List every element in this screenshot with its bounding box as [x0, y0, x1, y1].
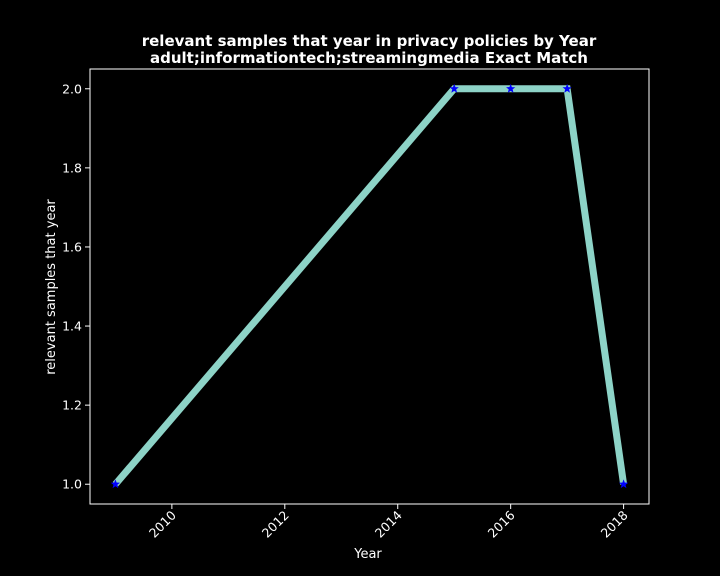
- x-tick-label: 2014: [372, 507, 405, 540]
- plot-area: [89, 68, 650, 505]
- x-axis: 2010 2012 2014 2016 2018: [146, 504, 631, 541]
- x-tick-label: 2018: [598, 507, 631, 540]
- data-point-star: [562, 83, 572, 93]
- series-layer: [110, 83, 629, 489]
- y-axis-label: relevant samples that year: [44, 199, 59, 375]
- data-point-star: [110, 479, 121, 489]
- x-tick-label: 2012: [259, 508, 292, 541]
- y-tick-label: 1.4: [62, 319, 82, 334]
- y-axis: 1.0 1.2 1.4 1.6 1.8 2.0: [62, 81, 90, 492]
- x-tick-label: 2016: [485, 507, 518, 540]
- y-tick-label: 1.0: [62, 477, 82, 492]
- chart-subtitle: adult;informationtech;streamingmedia Exa…: [150, 49, 588, 67]
- y-tick-label: 1.2: [62, 398, 82, 413]
- chart-title: relevant samples that year in privacy po…: [142, 32, 597, 50]
- x-axis-label: Year: [353, 547, 382, 562]
- x-tick-label: 2010: [146, 507, 179, 540]
- y-tick-label: 1.6: [62, 239, 82, 254]
- y-tick-label: 2.0: [62, 81, 82, 96]
- series-line: [112, 85, 628, 487]
- data-point-star: [506, 83, 516, 93]
- data-point-star: [618, 479, 629, 489]
- y-tick-label: 1.8: [62, 160, 82, 175]
- data-point-star: [449, 83, 459, 93]
